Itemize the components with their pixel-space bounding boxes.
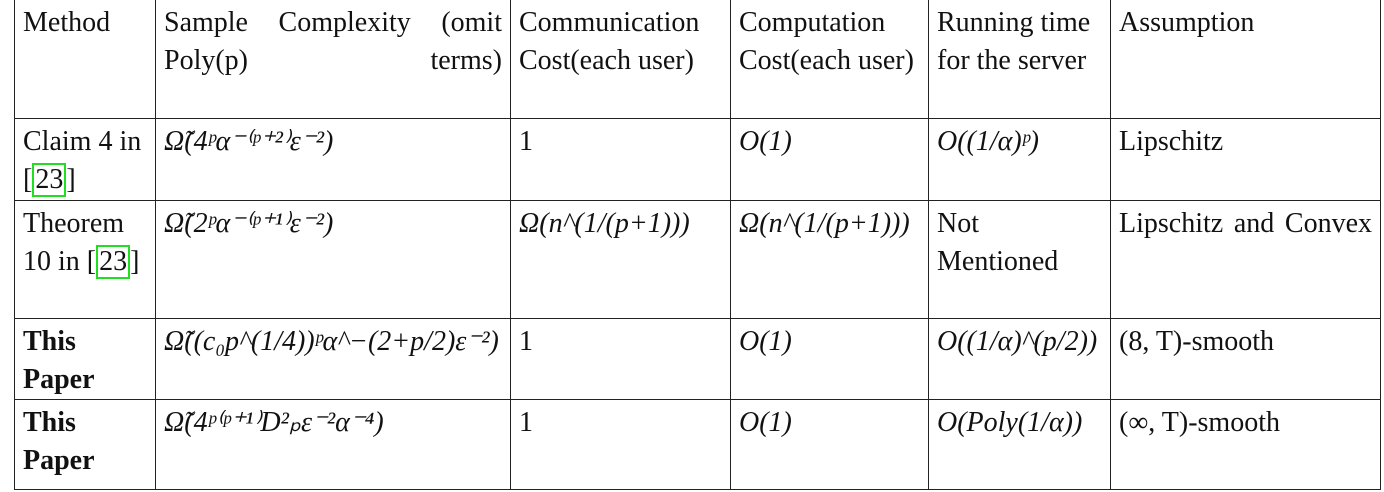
comparison-table: Method Sample Complexity (omit Poly(p) t… xyxy=(14,0,1381,490)
communication-cost-cell: 1 xyxy=(510,117,731,201)
method-text: ] xyxy=(130,245,140,277)
assumption-cell: Lipschitz xyxy=(1110,117,1381,201)
sample-complexity-cell: Ω̃(4ᵖα⁻⁽ᵖ⁺²⁾ε⁻²) xyxy=(155,117,511,201)
assumption-cell: (∞, T)-smooth xyxy=(1110,398,1381,490)
assumption-cell: Lipschitz and Convex xyxy=(1110,199,1381,319)
communication-cost-cell: 1 xyxy=(510,398,731,490)
computation-cost-cell: Ω(n^(1/(p+1))) xyxy=(730,199,929,319)
running-time-cell: O((1/α)ᵖ) xyxy=(928,117,1111,201)
running-time-cell: Not Mentioned xyxy=(928,199,1111,319)
table-row: Theorem 10 in [23] Ω̃(2ᵖα⁻⁽ᵖ⁺¹⁾ε⁻²) Ω(n^… xyxy=(14,199,1381,319)
header-communication-cost: Communication Cost(each user) xyxy=(510,0,731,119)
computation-cost-cell: O(1) xyxy=(730,317,929,400)
method-text: Claim 4 in [ xyxy=(23,125,142,195)
header-method: Method xyxy=(14,0,156,119)
table-row: This Paper Ω̃(4ᵖ⁽ᵖ⁺¹⁾D²ₚε⁻²α⁻⁴) 1 O(1) O… xyxy=(14,398,1381,490)
method-cell: Claim 4 in [23] xyxy=(14,117,156,201)
citation-link[interactable]: 23 xyxy=(32,162,67,197)
method-cell: This Paper xyxy=(14,317,156,400)
table-row: This Paper Ω̃((c₀p^(1/4))ᵖα^−(2+p/2)ε⁻²)… xyxy=(14,317,1381,400)
citation-link[interactable]: 23 xyxy=(96,244,131,279)
method-text: ] xyxy=(66,163,76,195)
header-assumption: Assumption xyxy=(1110,0,1381,119)
computation-cost-cell: O(1) xyxy=(730,117,929,201)
sample-complexity-cell: Ω̃(2ᵖα⁻⁽ᵖ⁺¹⁾ε⁻²) xyxy=(155,199,511,319)
header-row: Method Sample Complexity (omit Poly(p) t… xyxy=(14,0,1381,119)
communication-cost-cell: 1 xyxy=(510,317,731,400)
method-cell: Theorem 10 in [23] xyxy=(14,199,156,319)
running-time-cell: O((1/α)^(p/2)) xyxy=(928,317,1111,400)
computation-cost-cell: O(1) xyxy=(730,398,929,490)
method-cell: This Paper xyxy=(14,398,156,490)
header-running-time: Running time for the server xyxy=(928,0,1111,119)
assumption-cell: (8, T)-smooth xyxy=(1110,317,1381,400)
header-computation-cost: Computation Cost(each user) xyxy=(730,0,929,119)
header-sample-complexity: Sample Complexity (omit Poly(p) terms) xyxy=(155,0,511,119)
communication-cost-cell: Ω(n^(1/(p+1))) xyxy=(510,199,731,319)
running-time-cell: O(Poly(1/α)) xyxy=(928,398,1111,490)
table-row: Claim 4 in [23] Ω̃(4ᵖα⁻⁽ᵖ⁺²⁾ε⁻²) 1 O(1) … xyxy=(14,117,1381,201)
sample-complexity-cell: Ω̃((c₀p^(1/4))ᵖα^−(2+p/2)ε⁻²) xyxy=(155,317,511,400)
method-text: Theorem 10 in [ xyxy=(23,207,125,277)
sample-complexity-cell: Ω̃(4ᵖ⁽ᵖ⁺¹⁾D²ₚε⁻²α⁻⁴) xyxy=(155,398,511,490)
